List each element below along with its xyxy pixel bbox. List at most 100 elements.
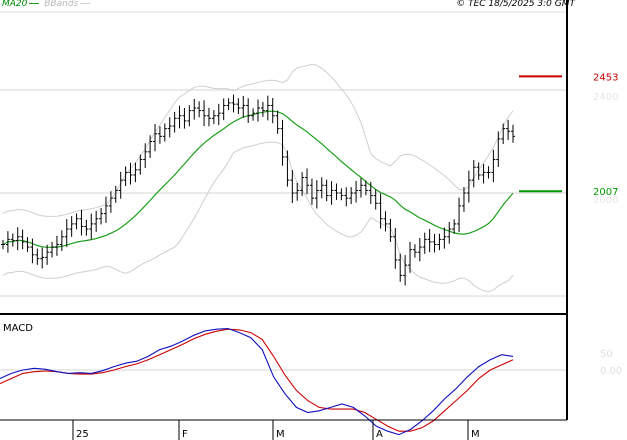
price-axis-label: 2000 [593, 195, 618, 206]
x-axis-label: F [182, 429, 188, 440]
price-bar [275, 110, 280, 134]
price-bar [398, 253, 403, 282]
price-bar [486, 166, 491, 179]
price-bar [197, 101, 202, 118]
price-bar [172, 111, 177, 133]
price-bar [89, 213, 94, 240]
price-bar [295, 182, 300, 201]
ma20-line [2, 110, 514, 248]
price-bar [1, 239, 5, 250]
macd-signal-line [0, 328, 514, 432]
x-axis-label: A [376, 429, 383, 440]
price-bar [94, 210, 99, 232]
macd-panel: MACD [0, 323, 567, 436]
price-bars [1, 94, 515, 286]
price-bar [285, 150, 290, 187]
price-bar [226, 98, 231, 111]
price-bar [461, 187, 466, 212]
price-bar [20, 229, 25, 250]
x-axis-label: M [471, 429, 480, 440]
price-bar [108, 191, 113, 213]
price-bar [69, 216, 74, 237]
macd-line [0, 327, 514, 436]
price-bar [216, 103, 221, 126]
price-bar [324, 179, 329, 202]
price-bar [177, 105, 182, 129]
price-bar [511, 124, 515, 143]
macd-axis-label: 50 [600, 349, 613, 360]
price-bar [123, 166, 128, 187]
x-axis: 25 F M A M [72, 420, 480, 440]
price-bar [54, 235, 59, 256]
price-bar [206, 107, 211, 127]
price-bar [221, 98, 226, 121]
price-bar [427, 229, 432, 253]
price-bar [128, 162, 133, 185]
bollinger-upper-band [2, 63, 514, 217]
x-axis-label: 25 [76, 429, 89, 440]
price-bar [457, 197, 462, 233]
price-bar [309, 178, 314, 205]
price-bar [290, 170, 295, 204]
price-bar [378, 193, 383, 229]
price-bar [138, 154, 143, 175]
price-bar [40, 247, 45, 269]
price-bar [265, 95, 270, 121]
price-panel: 2453 2007 [0, 11, 618, 315]
price-bar [256, 99, 260, 122]
price-bar [84, 219, 89, 236]
price-bar [182, 108, 187, 129]
price-bar [187, 105, 192, 127]
price-bar [64, 219, 69, 247]
price-bar [74, 213, 79, 230]
price-bar [344, 187, 349, 207]
price-bar [202, 100, 207, 127]
price-bar [113, 185, 118, 203]
price-bar [388, 218, 393, 242]
price-bar [192, 99, 197, 120]
price-bar [300, 172, 305, 196]
price-bar [319, 177, 324, 199]
price-bar [408, 241, 413, 273]
price-bar [354, 180, 359, 203]
price-bar [373, 189, 378, 210]
price-bar [506, 119, 511, 140]
price-bar [15, 227, 20, 251]
price-bar [270, 97, 275, 124]
price-bar [162, 123, 167, 142]
price-bar [305, 168, 310, 195]
price-bar [211, 110, 216, 124]
macd-axis-label: 0.00 [600, 366, 622, 377]
price-bar [442, 227, 447, 249]
price-bar [99, 207, 104, 225]
price-bar [148, 135, 153, 158]
price-bar [437, 233, 442, 251]
y-axis: 2400 2000 50 0.00 [593, 92, 622, 377]
legend: MA20 BBands [2, 0, 92, 9]
price-bar [251, 108, 256, 121]
price-bar [476, 162, 481, 180]
price-bar [133, 162, 138, 183]
price-bar [432, 233, 437, 253]
price-bar [412, 244, 417, 258]
price-bar [339, 188, 344, 201]
price-bar [45, 244, 50, 265]
price-bar [393, 228, 398, 269]
price-bar [231, 94, 236, 113]
price-bar [383, 211, 388, 232]
price-bar [157, 126, 162, 144]
price-bar [422, 232, 427, 254]
price-bar [59, 230, 64, 251]
support-level-label: 2007 [593, 187, 618, 198]
price-bar [452, 219, 457, 234]
price-bar [417, 238, 422, 262]
x-axis-label: M [276, 429, 285, 440]
price-bar [25, 237, 30, 252]
price-bar [118, 171, 123, 199]
price-bar [35, 248, 40, 265]
price-bar [79, 209, 84, 236]
price-bar [334, 183, 339, 200]
price-bar [50, 241, 55, 258]
price-bar [314, 180, 319, 209]
